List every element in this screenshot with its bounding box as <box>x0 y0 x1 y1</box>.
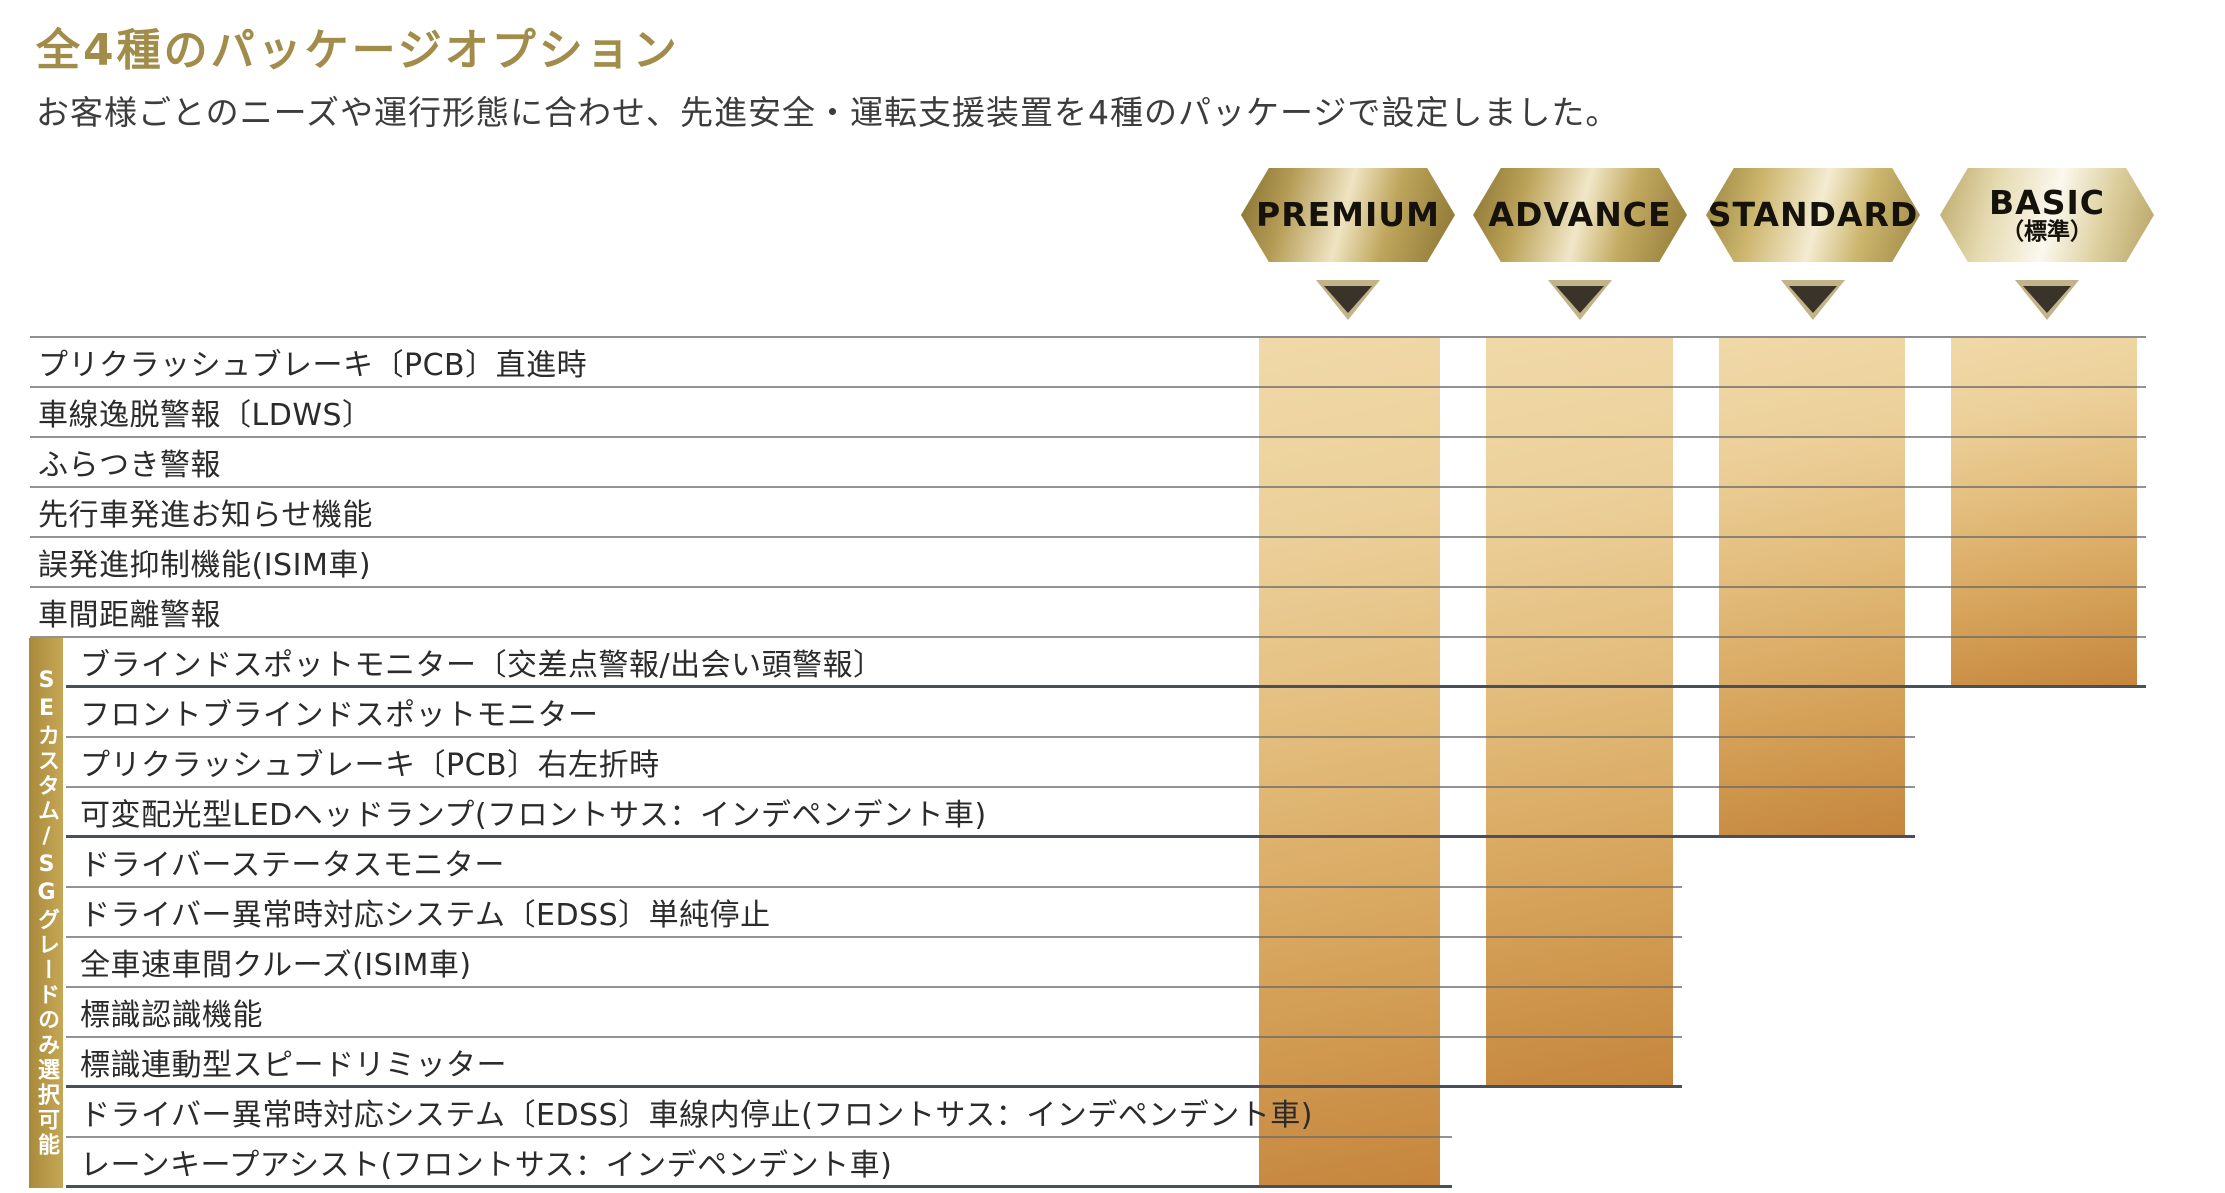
page-subtitle: お客様ごとのニーズや運行形態に合わせ、先進安全・運転支援装置を4種のパッケージで… <box>36 93 1620 132</box>
feature-label: レーンキープアシスト(フロントサス：インデペンデント車) <box>80 1148 893 1184</box>
coverage-bar-premium <box>1259 338 1440 1188</box>
se-sg-only-label: SEカスタム/SGグレードのみ選択可能 <box>34 668 59 1158</box>
table-row: 車線逸脱警報〔LDWS〕 <box>0 388 2225 438</box>
table-row: 全車速車間クルーズ(ISIM車) <box>0 938 2225 988</box>
advance-label: ADVANCE <box>1488 194 1672 234</box>
advance-arrow-down-icon <box>1548 280 1612 320</box>
feature-rows: プリクラッシュブレーキ〔PCB〕直進時 車線逸脱警報〔LDWS〕 ふらつき警報 … <box>0 338 2225 1188</box>
page-title: 全4種のパッケージオプション <box>36 25 680 76</box>
feature-label: 誤発進抑制機能(ISIM車) <box>38 548 372 584</box>
standard-arrow-down-icon <box>1781 280 1845 320</box>
table-row: プリクラッシュブレーキ〔PCB〕右左折時 <box>0 738 2225 788</box>
table-row: 車間距離警報 <box>0 588 2225 638</box>
coverage-bar-standard <box>1719 338 1905 838</box>
feature-label: 可変配光型LEDヘッドランプ(フロントサス：インデペンデント車) <box>80 798 987 834</box>
coverage-bar-basic <box>1951 338 2137 688</box>
badge-basic: BASIC （標準） <box>1940 168 2154 318</box>
feature-label: 先行車発進お知らせ機能 <box>38 498 373 534</box>
feature-label: プリクラッシュブレーキ〔PCB〕直進時 <box>38 348 588 384</box>
basic-arrow-down-icon <box>2015 280 2079 320</box>
feature-label: プリクラッシュブレーキ〔PCB〕右左折時 <box>80 748 660 784</box>
advance-hexagon: ADVANCE <box>1473 168 1687 262</box>
se-sg-only-bracket: SEカスタム/SGグレードのみ選択可能 <box>29 638 63 1188</box>
feature-label: フロントブラインドスポットモニター <box>80 698 599 734</box>
feature-label: ふらつき警報 <box>38 448 221 484</box>
table-row: ドライバー異常時対応システム〔EDSS〕車線内停止(フロントサス：インデペンデン… <box>0 1088 2225 1138</box>
table-row: 標識認識機能 <box>0 988 2225 1038</box>
feature-label: ブラインドスポットモニター〔交差点警報/出会い頭警報〕 <box>80 648 884 684</box>
feature-label: 車間距離警報 <box>38 598 221 634</box>
table-row: 標識連動型スピードリミッター <box>0 1038 2225 1088</box>
table-row: 可変配光型LEDヘッドランプ(フロントサス：インデペンデント車) <box>0 788 2225 838</box>
coverage-bar-advance <box>1486 338 1673 1088</box>
standard-label: STANDARD <box>1707 194 1919 234</box>
table-row: フロントブラインドスポットモニター <box>0 688 2225 738</box>
table-row: ドライバー異常時対応システム〔EDSS〕単純停止 <box>0 888 2225 938</box>
feature-label: 標識連動型スピードリミッター <box>80 1048 507 1084</box>
table-row: レーンキープアシスト(フロントサス：インデペンデント車) <box>0 1138 2225 1188</box>
feature-label: ドライバー異常時対応システム〔EDSS〕単純停止 <box>80 898 771 934</box>
badge-standard: STANDARD <box>1706 168 1920 318</box>
badge-advance: ADVANCE <box>1473 168 1687 318</box>
table-row: 誤発進抑制機能(ISIM車) <box>0 538 2225 588</box>
feature-label: 標識認識機能 <box>80 998 263 1034</box>
premium-label: PREMIUM <box>1256 194 1440 234</box>
basic-hexagon: BASIC （標準） <box>1940 168 2154 262</box>
feature-table: プリクラッシュブレーキ〔PCB〕直進時 車線逸脱警報〔LDWS〕 ふらつき警報 … <box>0 336 2225 1193</box>
table-row: ブラインドスポットモニター〔交差点警報/出会い頭警報〕 <box>0 638 2225 688</box>
premium-hexagon: PREMIUM <box>1241 168 1455 262</box>
standard-hexagon: STANDARD <box>1706 168 1920 262</box>
badge-premium: PREMIUM <box>1241 168 1455 318</box>
premium-arrow-down-icon <box>1316 280 1380 320</box>
feature-label: 全車速車間クルーズ(ISIM車) <box>80 948 472 984</box>
basic-note: （標準） <box>2001 219 2093 246</box>
feature-label: ドライバー異常時対応システム〔EDSS〕車線内停止(フロントサス：インデペンデン… <box>80 1098 1313 1134</box>
table-row: プリクラッシュブレーキ〔PCB〕直進時 <box>0 338 2225 388</box>
table-row: ふらつき警報 <box>0 438 2225 488</box>
feature-label: 車線逸脱警報〔LDWS〕 <box>38 398 373 434</box>
basic-label: BASIC <box>1989 182 2105 222</box>
table-row: 先行車発進お知らせ機能 <box>0 488 2225 538</box>
table-row: ドライバーステータスモニター <box>0 838 2225 888</box>
feature-label: ドライバーステータスモニター <box>80 848 505 884</box>
table-top-border <box>30 336 2146 338</box>
